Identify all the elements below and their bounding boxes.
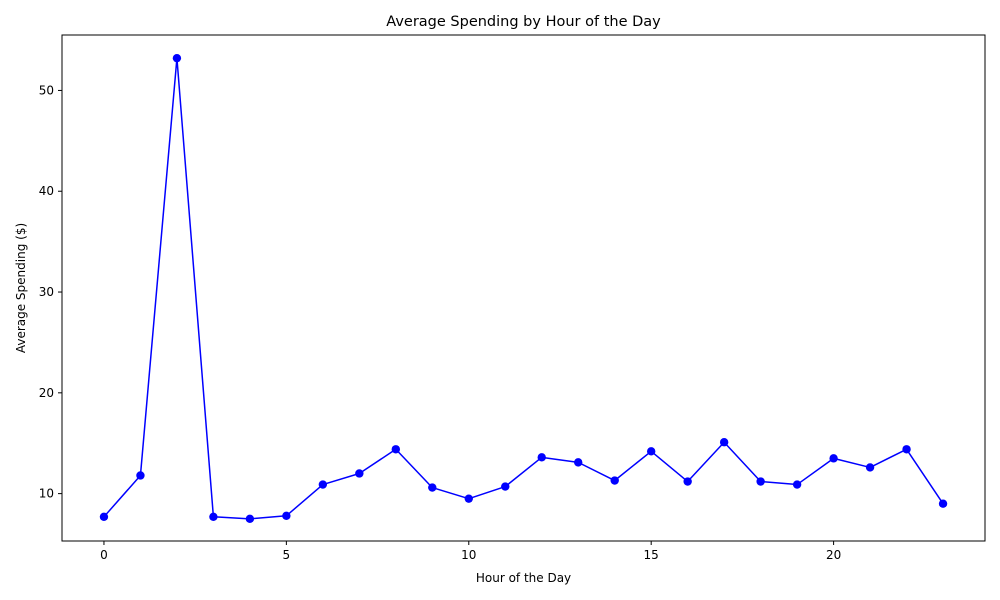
y-axis-label: Average Spending ($) bbox=[14, 223, 28, 353]
data-point bbox=[391, 445, 401, 454]
x-tick-label: 20 bbox=[826, 548, 841, 562]
data-point bbox=[318, 480, 328, 489]
data-point bbox=[537, 453, 546, 462]
data-point bbox=[792, 480, 802, 489]
data-point bbox=[756, 477, 765, 486]
data-point bbox=[172, 53, 182, 63]
y-tick-label: 20 bbox=[39, 386, 54, 400]
x-tick-label: 10 bbox=[461, 548, 476, 562]
data-point bbox=[829, 454, 838, 463]
y-tick-label: 50 bbox=[39, 83, 54, 97]
data-point bbox=[719, 438, 729, 447]
x-axis: 0 5 10 15 20 bbox=[100, 541, 841, 562]
y-axis: 10 20 30 40 50 bbox=[39, 83, 62, 501]
data-point bbox=[646, 447, 656, 456]
data-point bbox=[355, 469, 364, 478]
data-point bbox=[902, 445, 911, 454]
data-point bbox=[209, 512, 218, 522]
x-axis-label: Hour of the Day bbox=[476, 571, 571, 585]
plot-frame bbox=[61, 34, 986, 542]
data-point bbox=[865, 463, 875, 472]
y-tick-label: 10 bbox=[39, 487, 54, 501]
x-tick-label: 0 bbox=[100, 548, 108, 562]
data-point bbox=[574, 458, 583, 467]
data-point bbox=[464, 494, 473, 503]
data-point bbox=[938, 499, 948, 508]
chart-title: Average Spending by Hour of the Day bbox=[386, 14, 661, 30]
x-tick-label: 5 bbox=[283, 548, 291, 562]
plot-area bbox=[99, 53, 948, 524]
y-tick-label: 30 bbox=[39, 285, 54, 299]
data-point bbox=[136, 471, 145, 480]
y-tick-label: 40 bbox=[39, 184, 54, 198]
data-point bbox=[683, 477, 692, 486]
data-point bbox=[99, 512, 109, 522]
data-point bbox=[501, 482, 510, 491]
data-point bbox=[282, 511, 291, 520]
series-line bbox=[103, 57, 944, 520]
data-point bbox=[428, 483, 437, 492]
data-point bbox=[610, 476, 619, 485]
data-point bbox=[245, 514, 255, 524]
x-tick-label: 15 bbox=[644, 548, 659, 562]
